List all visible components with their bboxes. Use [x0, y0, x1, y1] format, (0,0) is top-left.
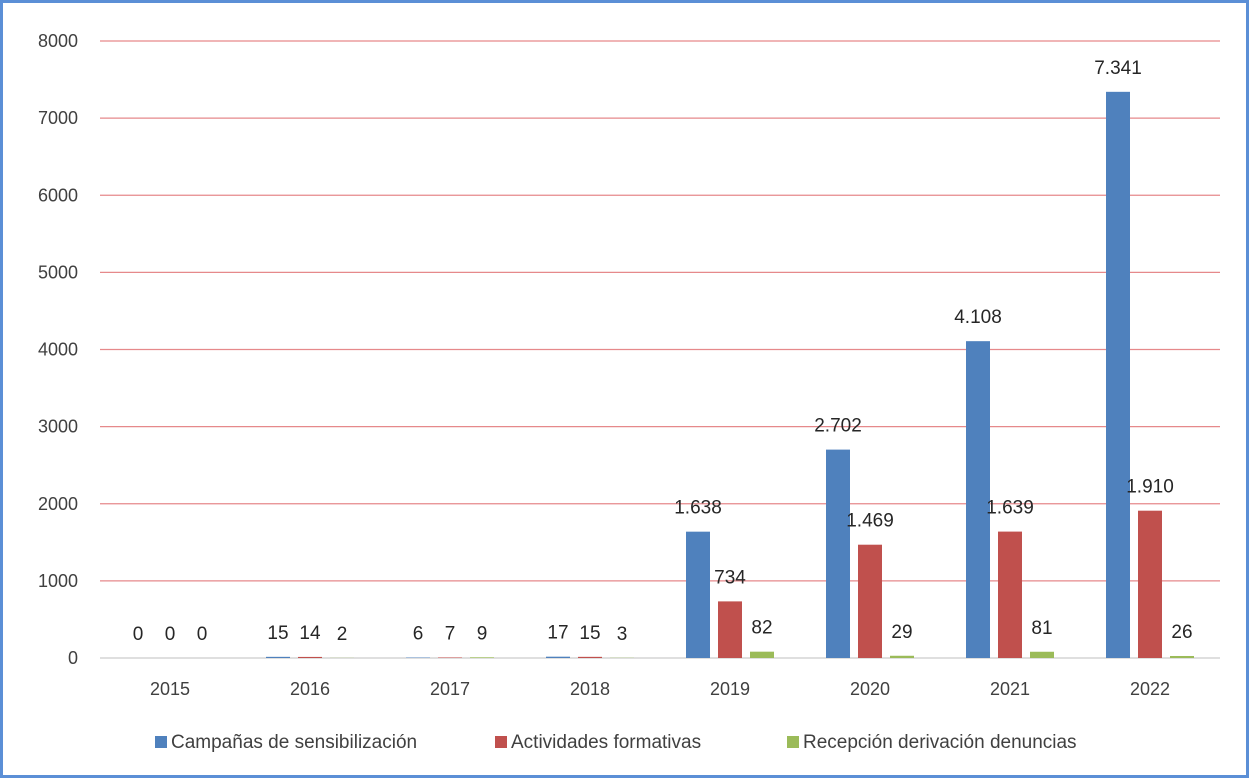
x-tick-label: 2019 [710, 679, 750, 699]
data-label: 0 [197, 624, 208, 645]
data-label: 82 [751, 618, 772, 639]
bar [546, 656, 570, 658]
data-label: 4.108 [954, 307, 1002, 328]
y-tick-label: 0 [68, 648, 78, 668]
bar [1030, 651, 1054, 658]
y-tick-label: 8000 [38, 31, 78, 51]
legend-swatch [495, 736, 507, 748]
y-tick-label: 5000 [38, 262, 78, 282]
data-label: 2 [337, 624, 348, 645]
bar [1106, 91, 1130, 658]
x-tick-label: 2017 [430, 679, 470, 699]
x-axis-ticks: 2015 2016 2017 2018 2019 2020 2021 2022 [150, 679, 1170, 699]
data-label: 1.469 [846, 511, 894, 532]
data-label: 15 [579, 623, 600, 644]
y-axis-ticks: 0 1000 2000 3000 4000 5000 6000 7000 8000 [38, 31, 78, 668]
bar-series [266, 91, 1194, 658]
legend: Campañas de sensibilización Actividades f… [155, 732, 1077, 753]
data-label: 0 [165, 624, 176, 645]
x-tick-label: 2022 [1130, 679, 1170, 699]
data-label: 2.702 [814, 416, 862, 437]
bar [298, 656, 322, 658]
bar [438, 657, 462, 658]
y-tick-label: 1000 [38, 571, 78, 591]
data-label: 29 [891, 622, 912, 643]
data-label: 1.639 [986, 498, 1034, 519]
bar [470, 657, 494, 658]
legend-label: Recepción derivación denuncias [803, 732, 1077, 753]
bar [578, 656, 602, 658]
data-label: 734 [714, 567, 746, 588]
legend-swatch [155, 736, 167, 748]
y-tick-label: 3000 [38, 417, 78, 437]
x-tick-label: 2021 [990, 679, 1030, 699]
y-tick-label: 7000 [38, 108, 78, 128]
bar [1170, 655, 1194, 658]
data-label: 81 [1031, 618, 1052, 639]
data-label: 14 [299, 623, 321, 644]
y-tick-label: 6000 [38, 185, 78, 205]
data-label: 7.341 [1094, 58, 1142, 79]
legend-label: Actividades formativas [511, 732, 701, 753]
bar [686, 531, 710, 658]
bar [858, 544, 882, 658]
x-tick-label: 2018 [570, 679, 610, 699]
data-label: 7 [445, 623, 456, 644]
x-tick-label: 2016 [290, 679, 330, 699]
bar [266, 656, 290, 658]
y-tick-label: 2000 [38, 494, 78, 514]
data-label: 1.910 [1126, 477, 1174, 498]
x-tick-label: 2020 [850, 679, 890, 699]
x-tick-label: 2015 [150, 679, 190, 699]
bar [826, 449, 850, 658]
data-label: 1.638 [674, 498, 722, 519]
data-label: 15 [267, 623, 288, 644]
data-label: 17 [547, 623, 568, 644]
data-label: 6 [413, 624, 424, 645]
y-tick-label: 4000 [38, 340, 78, 360]
legend-swatch [787, 736, 799, 748]
legend-label: Campañas de sensibilización [171, 732, 417, 753]
data-label: 26 [1171, 622, 1192, 643]
data-label: 0 [133, 624, 144, 645]
gridlines [100, 40, 1220, 659]
bar [750, 651, 774, 658]
bar [1138, 510, 1162, 658]
bar [966, 341, 990, 658]
bar [890, 655, 914, 658]
data-label: 3 [617, 624, 628, 645]
bar [718, 601, 742, 658]
data-labels: 0 0 0 15 14 2 6 7 9 17 15 31.638734822.7021.469294.… [133, 58, 1193, 645]
data-label: 9 [477, 623, 488, 644]
bar [998, 531, 1022, 658]
